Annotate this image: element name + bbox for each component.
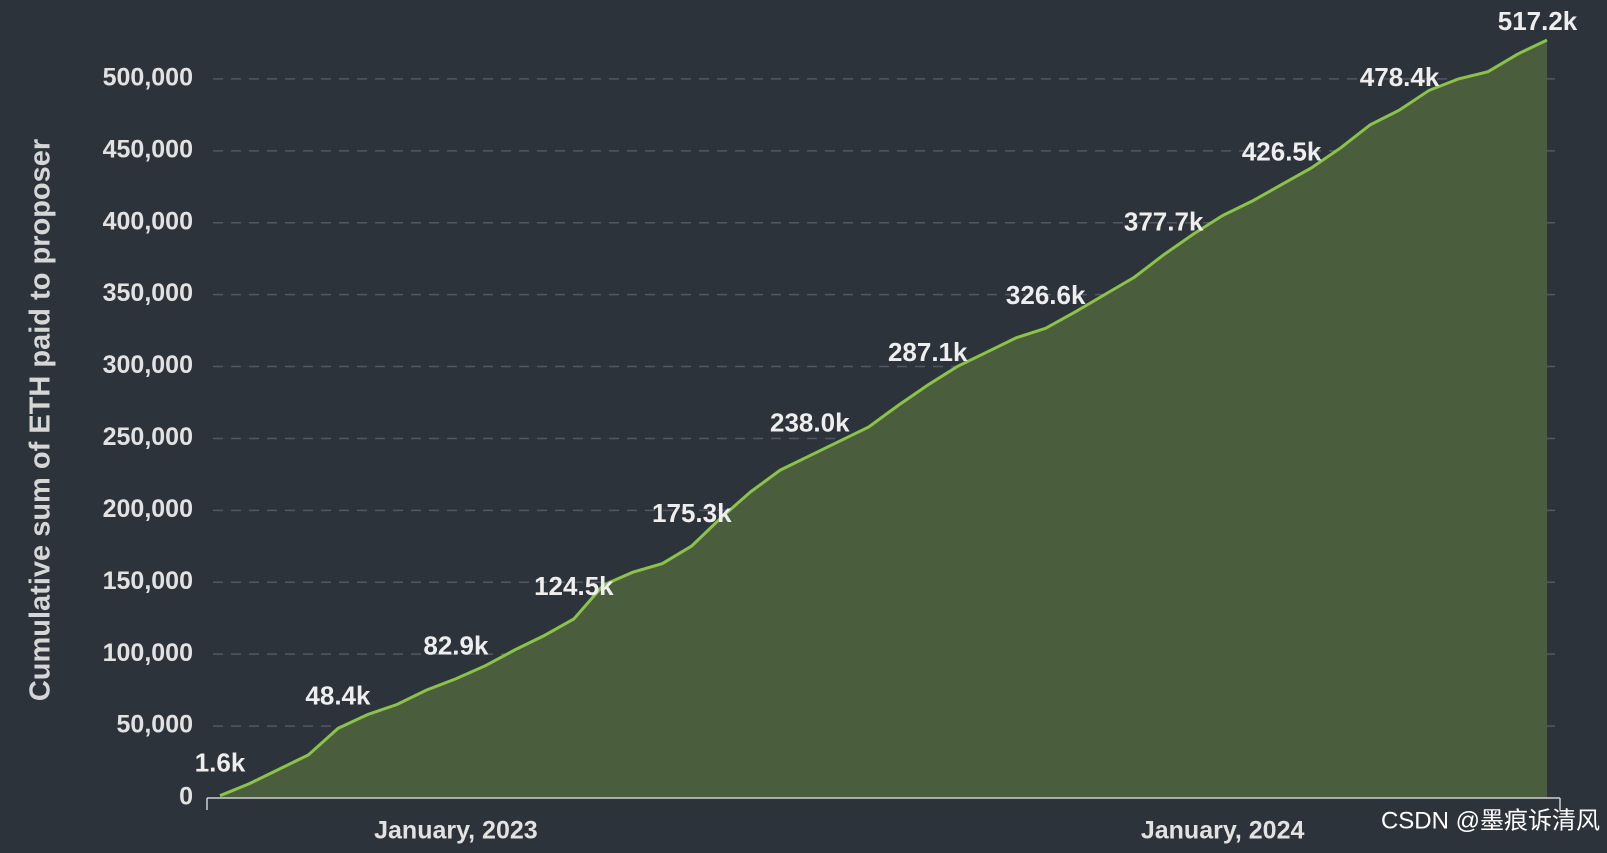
- y-tick-label: 150,000: [103, 567, 193, 595]
- area: [220, 40, 1547, 798]
- watermark: CSDN @墨痕诉清风: [1381, 807, 1600, 834]
- y-tick-label: 50,000: [117, 711, 193, 739]
- data-label: 426.5k: [1242, 136, 1322, 166]
- y-tick-label: 350,000: [103, 279, 193, 307]
- x-tick-label: January, 2024: [1141, 817, 1305, 845]
- y-tick-label: 450,000: [103, 135, 193, 163]
- y-tick-label: 400,000: [103, 207, 193, 235]
- y-tick-label: 300,000: [103, 351, 193, 379]
- data-label: 478.4k: [1360, 62, 1440, 92]
- x-tick-label: January, 2023: [374, 817, 538, 845]
- y-tick-label: 0: [179, 783, 193, 811]
- data-label: 287.1k: [888, 337, 968, 367]
- y-tick-label: 500,000: [103, 64, 193, 92]
- line: [219, 38, 1548, 798]
- data-label: 48.4k: [305, 680, 371, 710]
- y-tick-label: 200,000: [103, 495, 193, 523]
- data-label: 124.5k: [534, 571, 614, 601]
- data-label: 1.6k: [195, 748, 246, 778]
- data-label: 517.2k: [1498, 6, 1578, 36]
- y-axis-title: Cumulative sum of ETH paid to proposer: [25, 139, 57, 701]
- data-label: 377.7k: [1124, 207, 1204, 237]
- y-tick-label: 100,000: [103, 639, 193, 667]
- data-label: 326.6k: [1006, 280, 1086, 310]
- data-label: 238.0k: [770, 408, 850, 438]
- y-tick-label: 250,000: [103, 423, 193, 451]
- data-label: 175.3k: [652, 498, 732, 528]
- data-label: 82.9k: [423, 631, 489, 661]
